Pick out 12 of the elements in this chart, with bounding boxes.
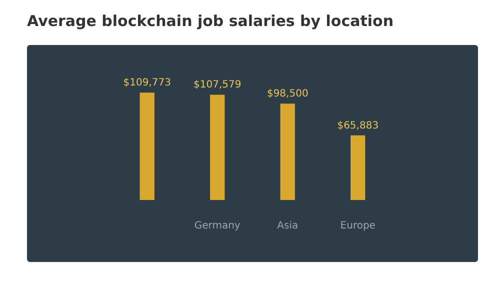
bar bbox=[280, 104, 295, 200]
data-label: $107,579 bbox=[194, 80, 242, 91]
x-tick-label: Asia bbox=[277, 220, 298, 232]
data-label: $109,773 bbox=[123, 78, 171, 89]
chart-title: Average blockchain job salaries by location bbox=[27, 12, 394, 30]
data-label: $65,883 bbox=[337, 120, 379, 132]
bar bbox=[210, 94, 225, 200]
x-tick-label: Europe bbox=[340, 220, 376, 232]
data-label: $98,500 bbox=[266, 88, 308, 100]
bar bbox=[140, 92, 154, 200]
bar bbox=[350, 135, 366, 200]
x-tick-label: Germany bbox=[194, 220, 240, 232]
